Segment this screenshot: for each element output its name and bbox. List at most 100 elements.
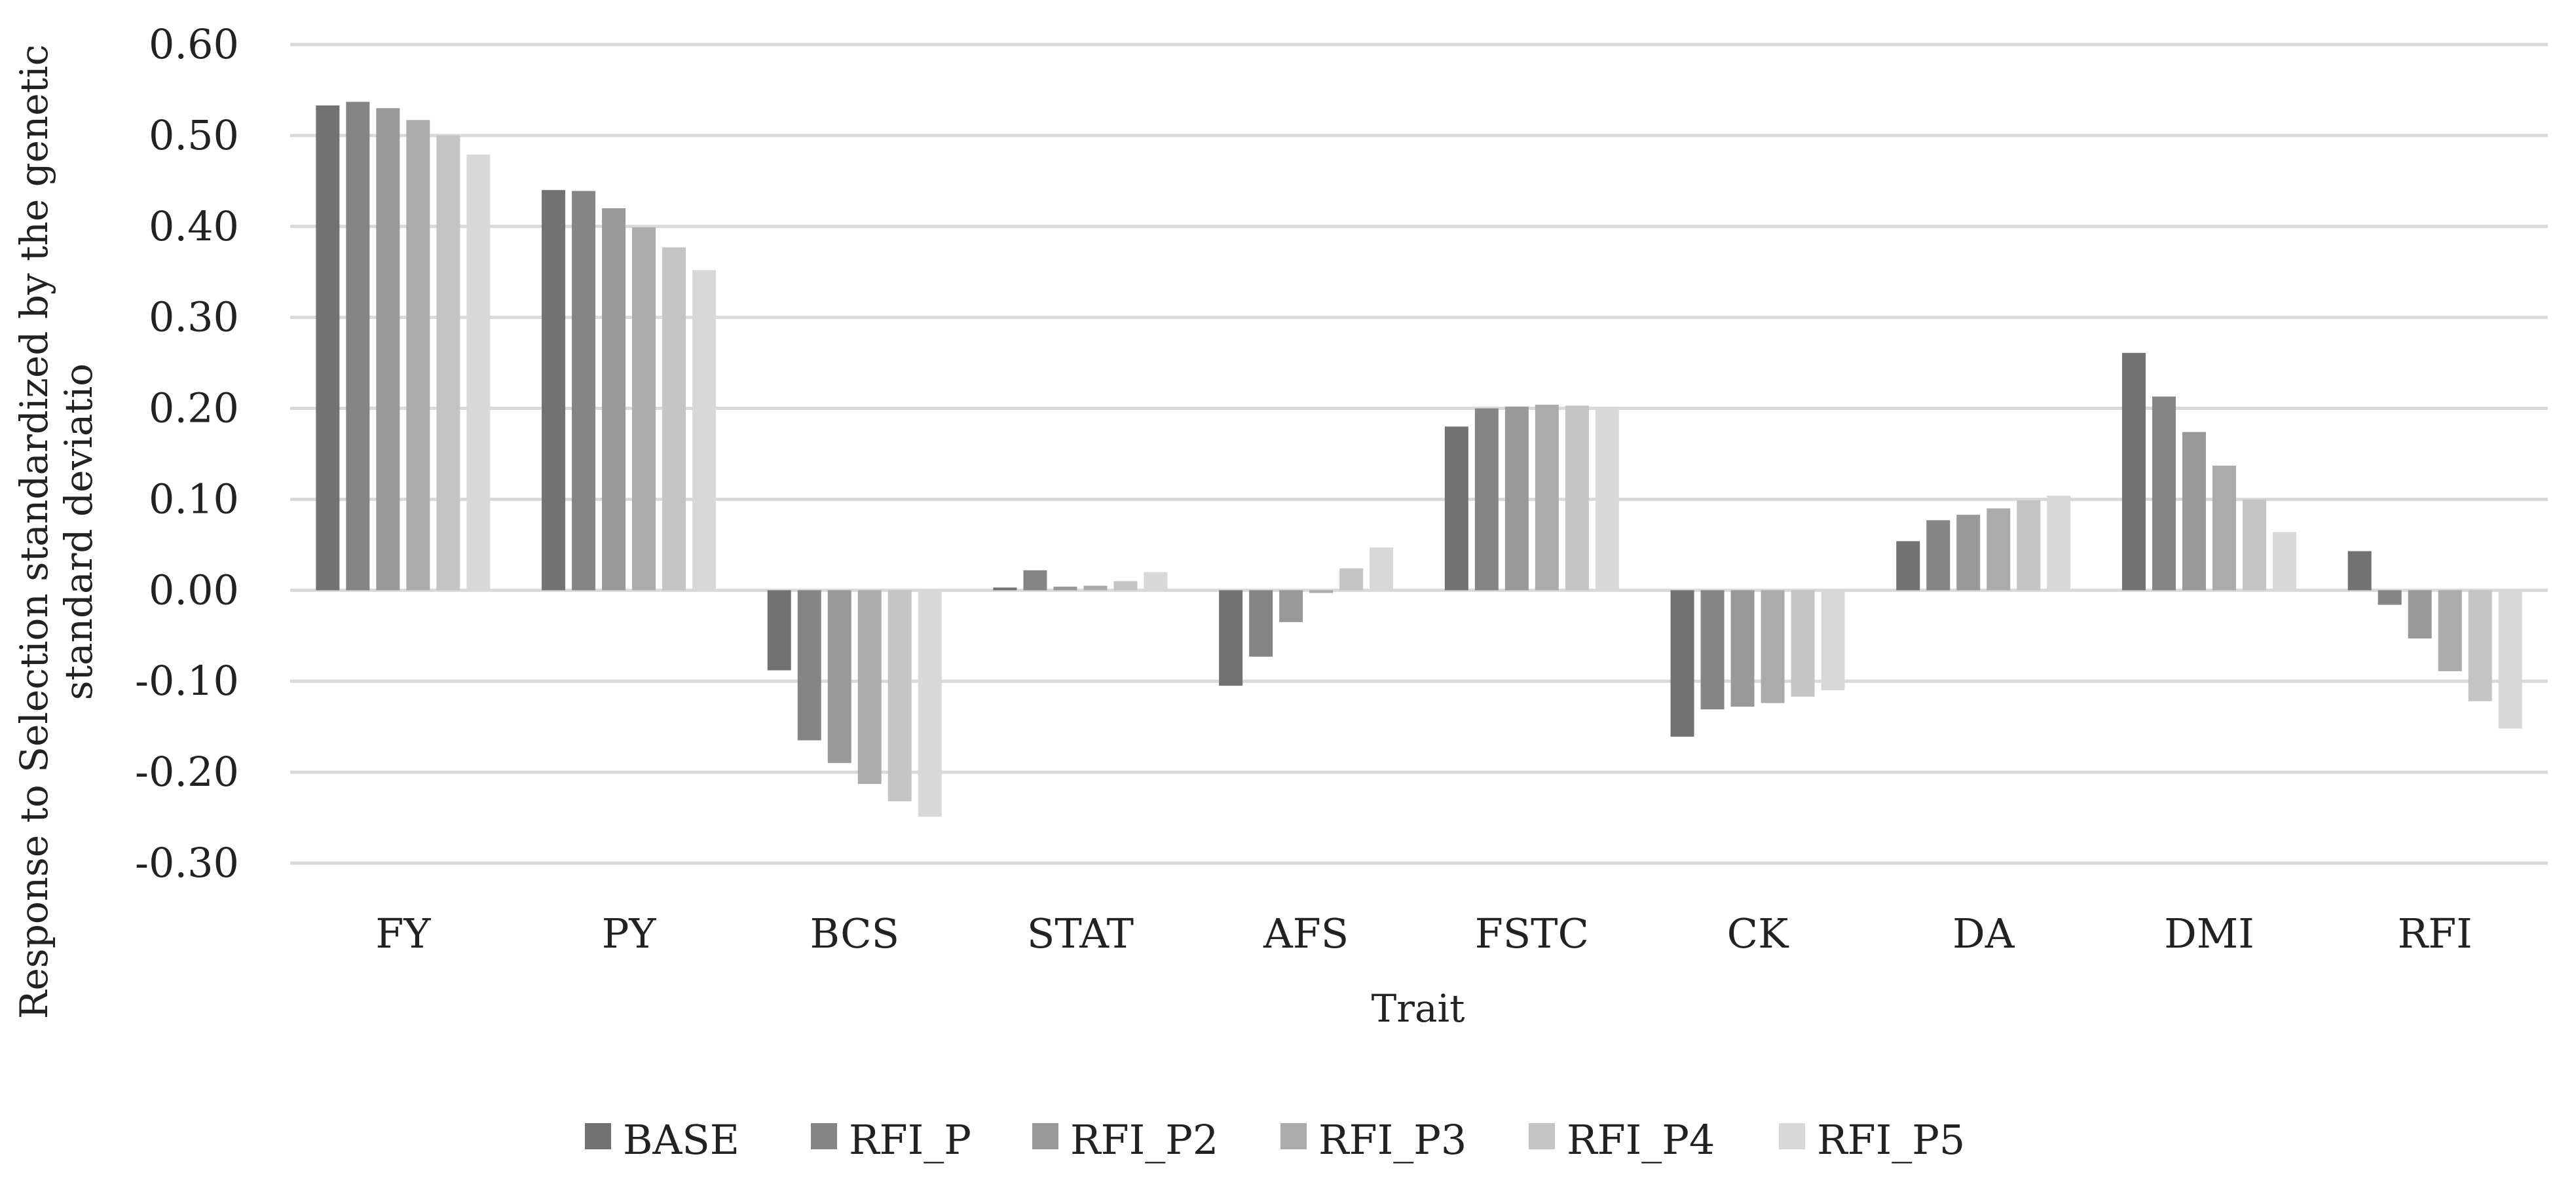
bar-rfi-rfi-p2: [2408, 590, 2432, 639]
bar-dmi-rfi-p5: [2272, 532, 2296, 591]
legend-label-base: BASE: [623, 1116, 739, 1164]
bar-afs-rfi-p2: [1279, 590, 1303, 622]
bar-fstc-base: [1444, 426, 1468, 591]
bar-py-rfi-p3: [632, 227, 656, 591]
bar-afs-rfi-p4: [1339, 568, 1364, 591]
bar-py-rfi-p2: [602, 208, 626, 591]
bar-bcs-rfi-p: [797, 590, 821, 741]
bar-rfi-rfi-p: [2378, 590, 2402, 605]
bar-bcs-rfi-p3: [857, 590, 882, 785]
legend-swatch-rfi-p5: [1779, 1123, 1805, 1149]
x-category-label: CK: [1727, 910, 1789, 957]
legend-swatch-rfi-p2: [1032, 1123, 1058, 1149]
bar-fstc-rfi-p3: [1535, 405, 1559, 591]
bar-da-base: [1896, 541, 1920, 591]
bar-bcs-rfi-p5: [918, 590, 942, 817]
legend-label-rfi-p4: RFI_P4: [1567, 1116, 1715, 1164]
bar-ck-rfi-p2: [1730, 590, 1755, 707]
bar-py-base: [542, 190, 566, 591]
bars: [316, 102, 2522, 817]
legend: BASE RFI_P RFI_P2 RFI_P3 RFI_P4 RFI_P5: [585, 1116, 1965, 1164]
bar-py-rfi-p5: [692, 270, 717, 591]
y-axis-title: Response to Selection standardized by th…: [12, 45, 101, 1019]
x-category-label: FSTC: [1475, 910, 1589, 957]
x-category-label: AFS: [1263, 910, 1349, 957]
y-axis-title-line-1: Response to Selection standardized by th…: [12, 45, 56, 1019]
bar-bcs-rfi-p4: [887, 590, 912, 802]
bar-da-rfi-p2: [1956, 515, 1981, 591]
bar-fy-rfi-p2: [376, 108, 400, 591]
y-tick-label: 0.10: [149, 475, 239, 523]
y-tick-label: -0.20: [135, 748, 239, 796]
bar-afs-rfi-p: [1249, 590, 1273, 657]
legend-swatch-rfi-p4: [1529, 1123, 1555, 1149]
bar-stat-base: [993, 587, 1017, 591]
legend-swatch-rfi-p: [811, 1123, 837, 1149]
y-axis-title-line-2: standard deviatio: [56, 363, 101, 700]
bar-ck-rfi-p: [1700, 590, 1725, 710]
y-tick-label: 0.40: [149, 202, 239, 250]
legend-label-rfi-p5: RFI_P5: [1817, 1116, 1965, 1164]
bar-fy-rfi-p5: [466, 155, 491, 591]
bar-rfi-rfi-p3: [2438, 590, 2462, 671]
gridlines: [290, 43, 2548, 865]
bar-fy-rfi-p: [346, 102, 370, 591]
legend-label-rfi-p: RFI_P: [849, 1116, 971, 1164]
bar-stat-rfi-p5: [1144, 572, 1168, 591]
bar-rfi-base: [2347, 551, 2372, 591]
bar-dmi-rfi-p2: [2182, 432, 2206, 591]
bar-da-rfi-p: [1926, 520, 1951, 591]
bar-afs-rfi-p5: [1370, 547, 1394, 591]
bar-py-rfi-p4: [662, 247, 686, 591]
bar-stat-rfi-p4: [1113, 581, 1138, 591]
y-tick-label: 0.50: [149, 111, 239, 159]
x-category-label: STAT: [1027, 910, 1134, 957]
bar-stat-rfi-p: [1023, 570, 1047, 591]
bar-dmi-rfi-p: [2152, 396, 2176, 591]
x-category-label: DMI: [2164, 910, 2254, 957]
legend-swatch-rfi-p3: [1280, 1123, 1307, 1149]
x-axis-title: Trait: [1372, 986, 1465, 1031]
bar-da-rfi-p4: [2017, 500, 2041, 591]
y-tick-label: 0.30: [149, 293, 239, 341]
bar-rfi-rfi-p5: [2498, 590, 2522, 729]
bar-fstc-rfi-p: [1474, 408, 1499, 591]
bar-dmi-rfi-p4: [2242, 499, 2266, 591]
x-category-label: BCS: [810, 910, 899, 957]
bar-fy-rfi-p3: [406, 120, 430, 591]
bar-afs-rfi-p3: [1309, 590, 1334, 593]
bar-fstc-rfi-p4: [1565, 405, 1589, 591]
bar-ck-rfi-p5: [1821, 590, 1845, 691]
legend-swatch-base: [585, 1123, 611, 1149]
bar-py-rfi-p: [572, 191, 596, 591]
x-category-label: PY: [602, 910, 657, 957]
x-axis-categories: FY PY BCS STAT AFS FSTC CK DA DMI RFI: [375, 910, 2472, 957]
bar-bcs-base: [767, 590, 791, 671]
y-tick-label: 0.20: [149, 384, 239, 432]
bar-fy-base: [316, 105, 340, 591]
bar-dmi-rfi-p3: [2212, 466, 2236, 591]
bar-fstc-rfi-p2: [1504, 406, 1529, 591]
x-category-label: DA: [1952, 910, 2015, 957]
x-category-label: FY: [375, 910, 431, 957]
bar-ck-base: [1670, 590, 1694, 737]
y-tick-label: 0.00: [149, 566, 239, 614]
legend-label-rfi-p3: RFI_P3: [1318, 1116, 1466, 1164]
y-axis-ticks: 0.60 0.50 0.40 0.30 0.20 0.10 0.00 -0.10 -0.20 -0…: [135, 20, 239, 887]
bar-ck-rfi-p4: [1791, 590, 1815, 697]
bar-dmi-base: [2121, 352, 2146, 591]
y-tick-label: -0.30: [135, 839, 239, 887]
bar-afs-base: [1219, 590, 1243, 686]
legend-label-rfi-p2: RFI_P2: [1070, 1116, 1218, 1164]
bar-da-rfi-p3: [1987, 508, 2011, 591]
bar-stat-rfi-p3: [1083, 585, 1108, 591]
y-tick-label: -0.10: [135, 657, 239, 705]
bar-fy-rfi-p4: [436, 135, 460, 591]
x-category-label: RFI: [2398, 910, 2473, 957]
bar-fstc-rfi-p5: [1595, 407, 1619, 591]
bar-da-rfi-p5: [2047, 495, 2071, 591]
bar-rfi-rfi-p4: [2468, 590, 2492, 701]
bar-bcs-rfi-p2: [827, 590, 851, 764]
